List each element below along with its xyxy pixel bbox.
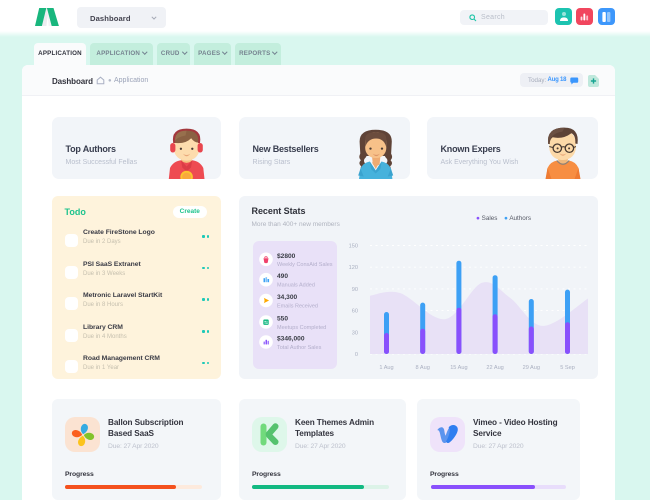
svg-text:Meetups Completed: Meetups Completed [277, 325, 326, 331]
svg-text:8 Aug: 8 Aug [416, 365, 430, 371]
svg-text:Weekly ConsAid Sales: Weekly ConsAid Sales [277, 262, 333, 268]
svg-text:90: 90 [352, 287, 358, 293]
svg-text:34,300: 34,300 [277, 294, 298, 301]
svg-text:120: 120 [349, 265, 358, 271]
svg-text:22 Aug: 22 Aug [486, 365, 503, 371]
svg-text:60: 60 [352, 309, 358, 315]
svg-text:Emails Received: Emails Received [277, 303, 318, 309]
svg-text:0: 0 [355, 352, 358, 358]
svg-text:Total Author Sales: Total Author Sales [277, 345, 322, 351]
svg-text:150: 150 [349, 244, 358, 250]
svg-text:15 Aug: 15 Aug [450, 365, 467, 371]
svg-text:1 Aug: 1 Aug [379, 365, 393, 371]
svg-text:$346,000: $346,000 [277, 336, 305, 343]
svg-text:5 Sep: 5 Sep [560, 365, 575, 371]
svg-text:29 Aug: 29 Aug [523, 365, 540, 371]
svg-text:550: 550 [277, 316, 288, 323]
svg-text:Manuals Added: Manuals Added [277, 283, 315, 289]
svg-text:490: 490 [277, 273, 288, 280]
svg-text:$2800: $2800 [277, 253, 296, 260]
svg-text:30: 30 [352, 330, 358, 336]
